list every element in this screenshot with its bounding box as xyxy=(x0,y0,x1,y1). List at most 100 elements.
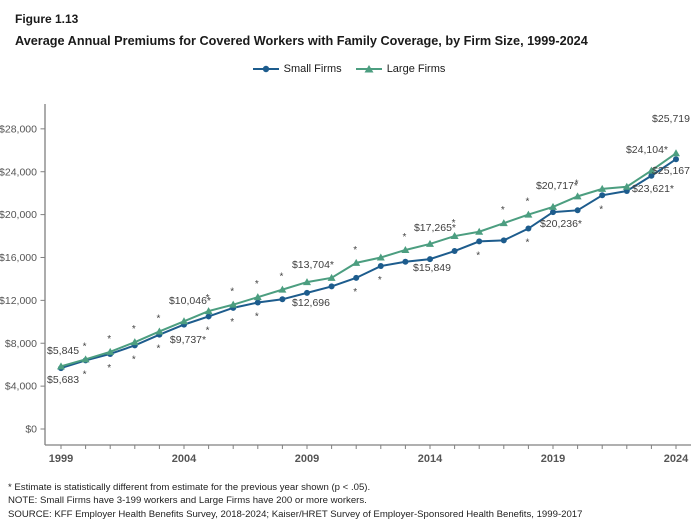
y-tick-label: $8,000 xyxy=(5,338,37,350)
data-point xyxy=(525,225,532,232)
legend-label-large-firms: Large Firms xyxy=(386,63,446,75)
significance-asterisk: * xyxy=(107,363,111,374)
figure-label: Figure 1.13 xyxy=(15,12,79,26)
point-value-label: $17,265* xyxy=(414,222,456,234)
legend-item-large-firms: Large Firms xyxy=(355,63,446,75)
data-point xyxy=(352,258,361,266)
data-point xyxy=(303,278,311,286)
series-line-large-firms xyxy=(60,152,677,368)
data-point xyxy=(304,289,310,296)
point-value-label: $23,621* xyxy=(632,183,674,195)
y-tick-label: $28,000 xyxy=(0,123,37,135)
point-value-label: $24,104* xyxy=(626,144,668,156)
data-point xyxy=(130,338,139,346)
significance-asterisk: * xyxy=(132,324,136,335)
x-tick-label: 2014 xyxy=(418,453,443,465)
data-point xyxy=(647,166,656,174)
data-point xyxy=(278,285,287,293)
data-point xyxy=(450,232,459,240)
y-tick-label: $16,000 xyxy=(0,252,37,264)
point-value-label: $5,845 xyxy=(47,345,79,357)
footnotes: * Estimate is statistically different fr… xyxy=(8,481,582,521)
point-value-label: $20,717* xyxy=(536,180,578,192)
x-tick-label: 2009 xyxy=(295,453,319,465)
chart-title: Average Annual Premiums for Covered Work… xyxy=(15,34,588,48)
small-firms-line-marker-icon xyxy=(252,65,279,73)
significance-asterisk: * xyxy=(107,334,111,345)
chart-legend: Small Firms Large Firms xyxy=(0,63,698,75)
significance-asterisk: * xyxy=(378,275,382,286)
footnote-source: SOURCE: KFF Employer Health Benefits Sur… xyxy=(8,508,583,520)
data-point xyxy=(401,245,410,253)
x-tick-label: 2019 xyxy=(541,453,565,465)
point-value-label: $5,683 xyxy=(47,374,79,386)
significance-asterisk: * xyxy=(279,272,283,283)
data-point xyxy=(648,172,655,179)
x-tick-label: 1999 xyxy=(49,453,73,465)
point-value-label: $10,046* xyxy=(169,295,211,307)
footnote-note: NOTE: Small Firms have 3-199 workers and… xyxy=(8,495,367,507)
data-point xyxy=(549,202,557,210)
significance-asterisk: * xyxy=(476,250,480,261)
legend-label-small-firms: Small Firms xyxy=(283,63,342,75)
data-point xyxy=(524,210,533,218)
point-value-label: $25,167 xyxy=(652,165,690,177)
data-point xyxy=(254,299,261,306)
data-point xyxy=(377,263,384,270)
data-point xyxy=(573,192,582,200)
data-point xyxy=(598,184,607,192)
data-point xyxy=(57,362,65,370)
data-point xyxy=(253,293,262,301)
data-point xyxy=(279,296,286,303)
point-value-label: $12,696 xyxy=(292,297,330,309)
data-point xyxy=(426,239,434,247)
data-point xyxy=(376,253,385,261)
point-value-label: $25,719 xyxy=(652,113,690,125)
data-point xyxy=(180,317,188,325)
y-tick-label: $24,000 xyxy=(0,166,37,178)
significance-asterisk: * xyxy=(156,313,160,324)
data-point xyxy=(205,313,212,320)
data-point xyxy=(500,237,507,244)
data-point xyxy=(451,248,458,255)
significance-asterisk: * xyxy=(83,369,87,380)
significance-asterisk: * xyxy=(525,238,529,249)
point-value-label: $13,704* xyxy=(292,259,334,271)
data-point xyxy=(327,273,336,281)
significance-asterisk: * xyxy=(452,218,456,229)
series-line-small-firms xyxy=(60,158,677,370)
data-point xyxy=(81,355,90,363)
data-point xyxy=(673,156,679,163)
point-value-label: $20,236* xyxy=(540,218,582,230)
data-point xyxy=(204,307,213,315)
significance-asterisk: * xyxy=(501,205,505,216)
significance-asterisk: * xyxy=(83,341,87,352)
data-point xyxy=(427,256,433,263)
significance-asterisk: * xyxy=(255,279,259,290)
chart-svg: $0 $4,000 $8,000 $12,000 $16,000 $20,000 $24,0… xyxy=(0,104,691,465)
y-tick-label: $12,000 xyxy=(0,295,37,307)
data-point xyxy=(402,258,409,265)
point-value-label: $15,849 xyxy=(413,262,451,274)
significance-asterisk: * xyxy=(353,287,357,298)
significance-asterisk: * xyxy=(353,245,357,256)
significance-asterisk: * xyxy=(132,354,136,365)
footnote-significance: * Estimate is statistically different fr… xyxy=(8,482,371,493)
data-point xyxy=(328,283,335,290)
y-tick-label: $4,000 xyxy=(5,381,37,393)
significance-asterisk: * xyxy=(599,204,603,215)
data-point xyxy=(550,209,556,216)
data-point xyxy=(155,327,164,335)
data-point xyxy=(476,238,483,245)
significance-asterisk: * xyxy=(156,344,160,355)
point-value-label: $9,737* xyxy=(170,334,206,346)
significance-asterisk: * xyxy=(206,325,210,336)
data-point xyxy=(622,182,631,190)
significance-asterisk: * xyxy=(255,312,259,323)
significance-asterisk: * xyxy=(206,293,210,304)
data-point xyxy=(106,347,115,355)
large-firms-line-marker-icon xyxy=(355,65,382,73)
data-point xyxy=(475,227,484,235)
data-point xyxy=(229,300,238,308)
